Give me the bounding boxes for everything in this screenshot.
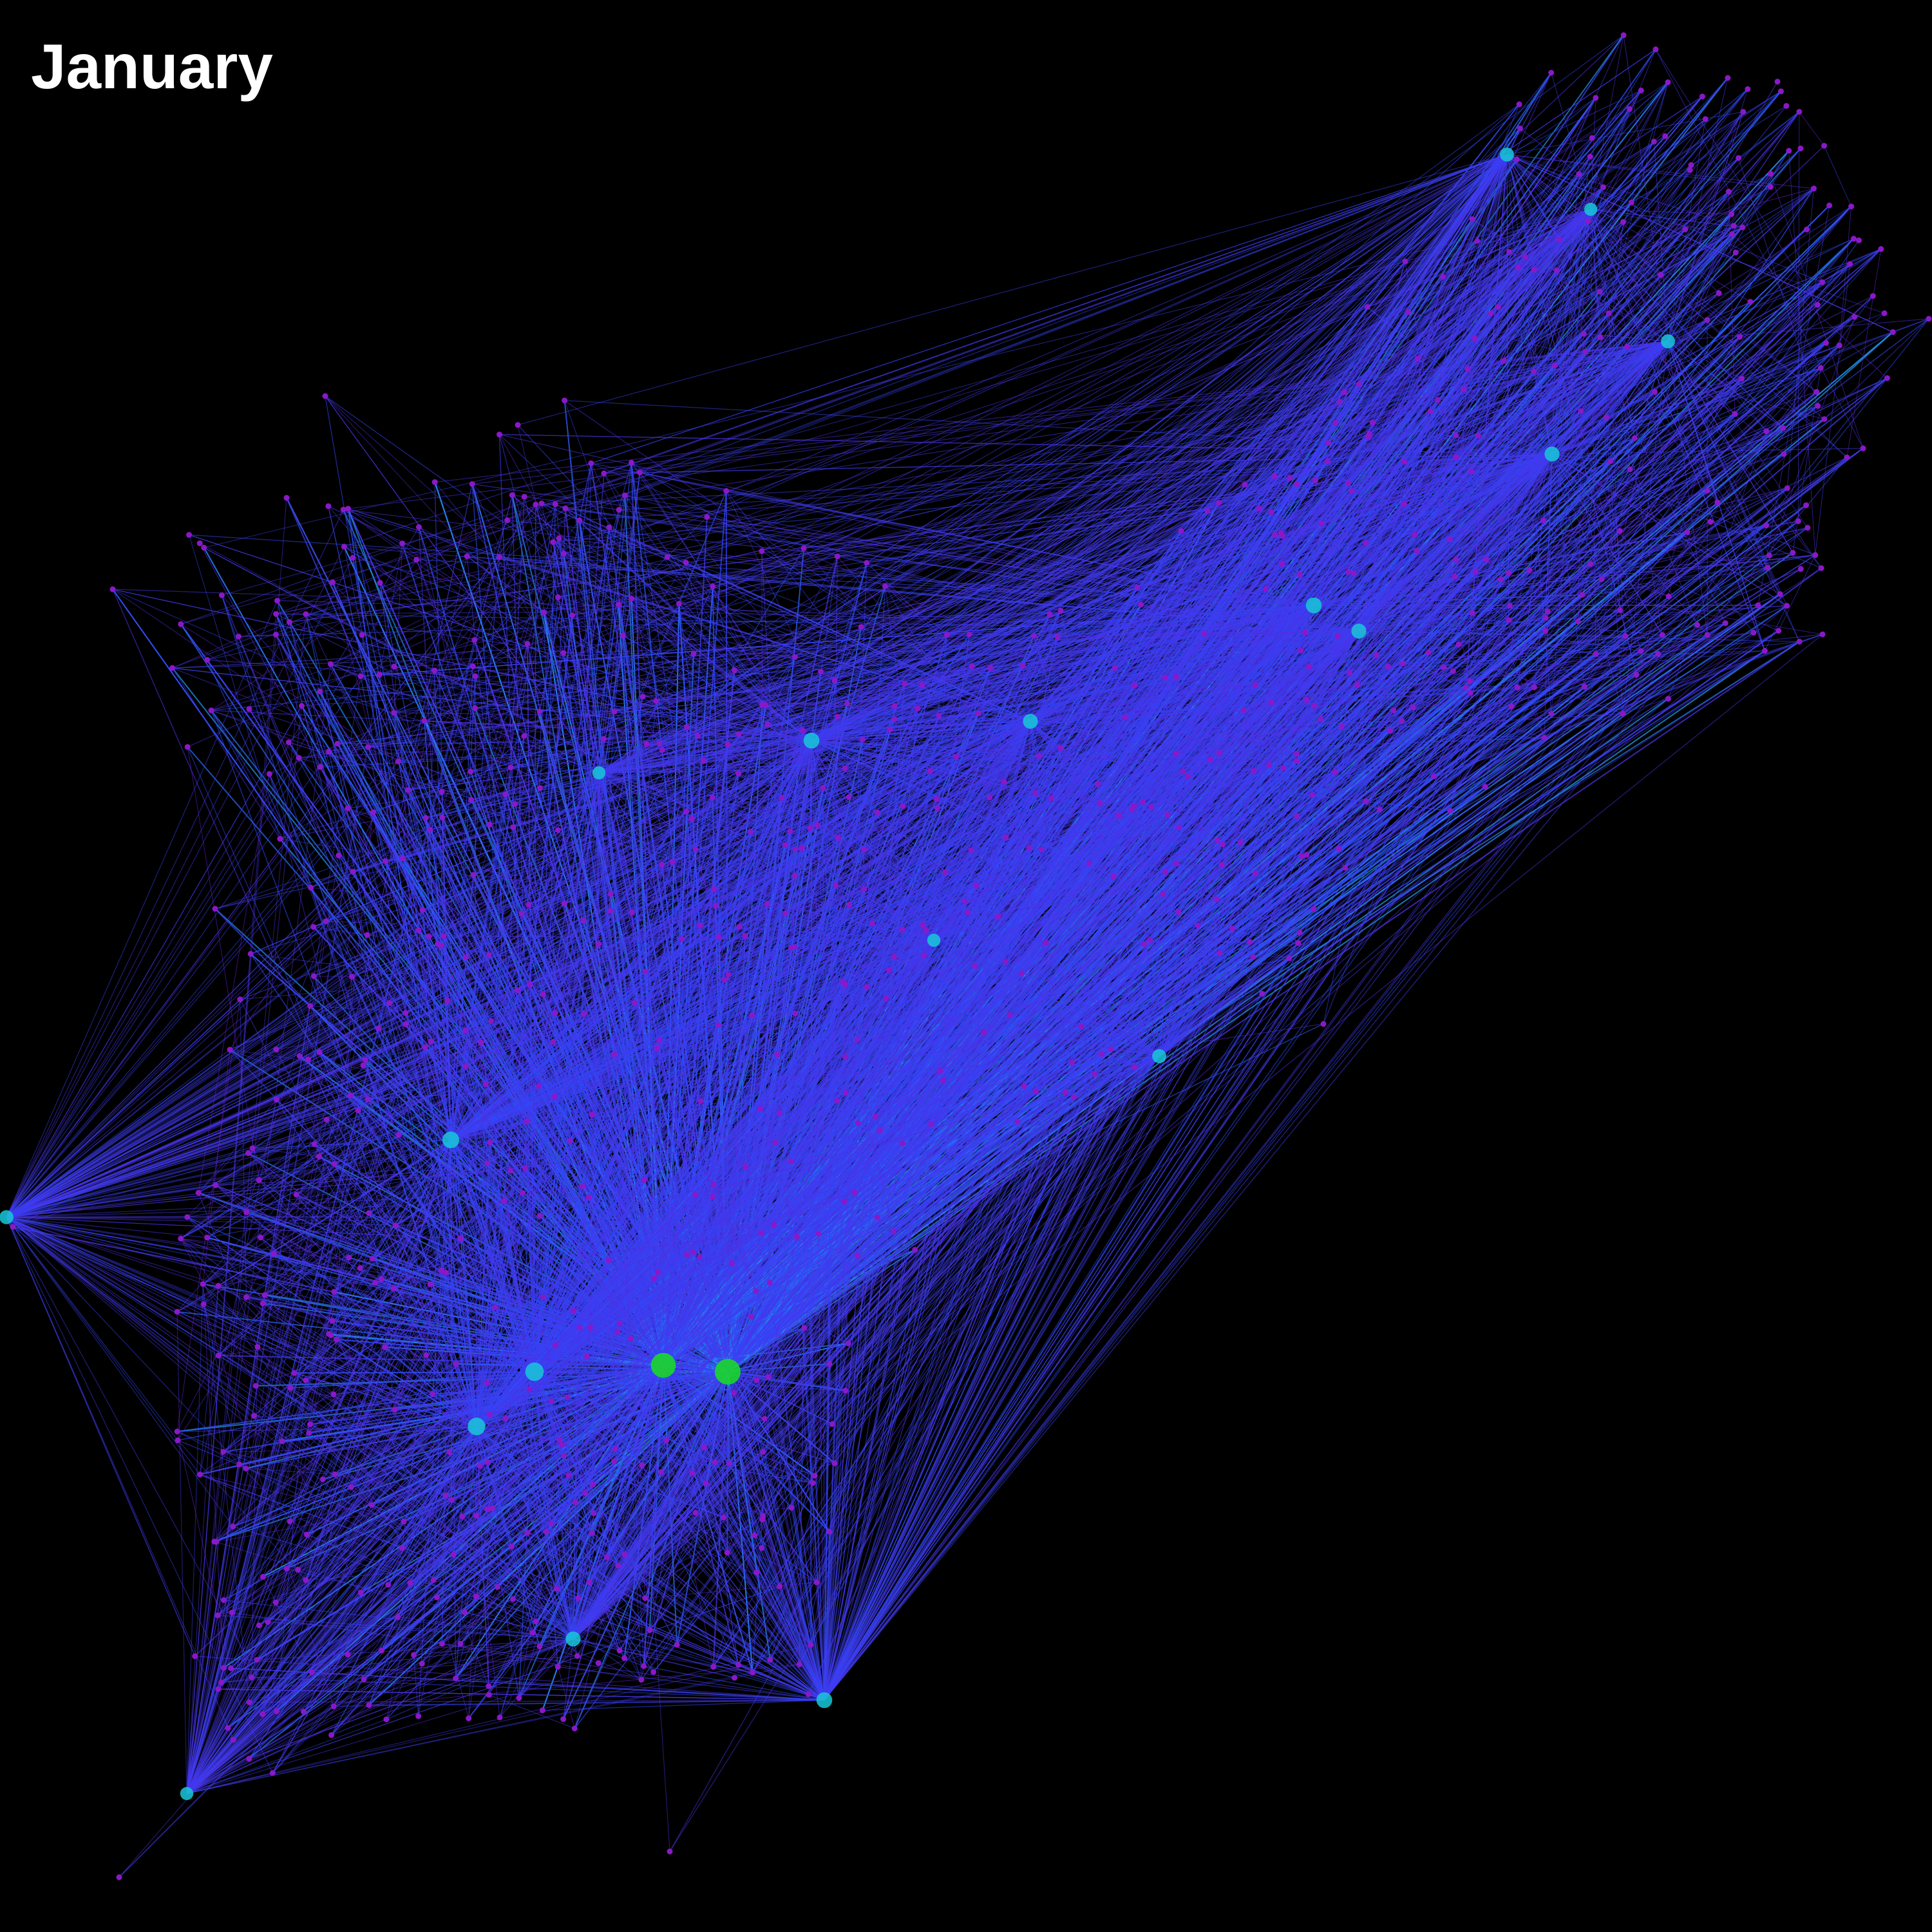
edge-1195 [534, 708, 918, 1372]
edge-1547 [328, 1139, 451, 1334]
edge-1350 [273, 1253, 477, 1427]
edge-4740 [176, 1311, 187, 1794]
edge-4575 [6, 1217, 201, 1475]
edge-1064 [249, 1371, 535, 1703]
edge-1510 [476, 448, 1864, 1427]
edge-1707 [450, 716, 838, 1141]
edge-976 [258, 1179, 535, 1372]
edge-961 [534, 462, 632, 1372]
edge-1129 [534, 495, 626, 1372]
edge-1327 [428, 936, 477, 1427]
edge-1383 [313, 976, 477, 1427]
edge-1574 [211, 710, 451, 1141]
edge-1706 [450, 666, 473, 1141]
map-title: January [31, 31, 273, 102]
edge-1638 [450, 1139, 715, 1463]
edge-1055 [534, 504, 556, 1372]
edge-1394 [476, 1426, 739, 1665]
edge-414 [727, 1371, 835, 1464]
network-edges [6, 35, 1929, 1878]
edge-1713 [230, 1139, 451, 1669]
edge-1083 [296, 1194, 535, 1372]
edge-581 [663, 367, 1821, 1366]
edge-1556 [450, 1139, 619, 1566]
edge-661 [663, 342, 1827, 1366]
edge-1465 [388, 1426, 477, 1586]
edge-445 [727, 686, 1586, 1372]
edge-681 [258, 1365, 664, 1626]
edge-4656 [6, 705, 302, 1218]
edge-1481 [298, 1426, 477, 1571]
edge-4562 [6, 1217, 234, 1740]
edge-1484 [476, 1197, 589, 1427]
edge-1207 [534, 1371, 715, 1463]
edge-1658 [348, 1139, 451, 1258]
edge-1460 [476, 554, 1816, 1427]
edge-1700 [401, 1139, 451, 1548]
edge-1445 [381, 1426, 477, 1651]
edge-1503 [267, 1426, 477, 1623]
edge-3198 [1506, 72, 1552, 155]
edge-1559 [393, 1139, 451, 1289]
edge-1682 [450, 251, 1510, 1141]
edge-1669 [450, 831, 791, 1141]
edge-580 [663, 1365, 813, 1484]
edge-1243 [177, 1371, 535, 1441]
edge-1720 [450, 792, 1036, 1141]
edge-1432 [112, 589, 477, 1427]
edge-1429 [12, 1226, 477, 1427]
edge-1674 [450, 547, 804, 1141]
